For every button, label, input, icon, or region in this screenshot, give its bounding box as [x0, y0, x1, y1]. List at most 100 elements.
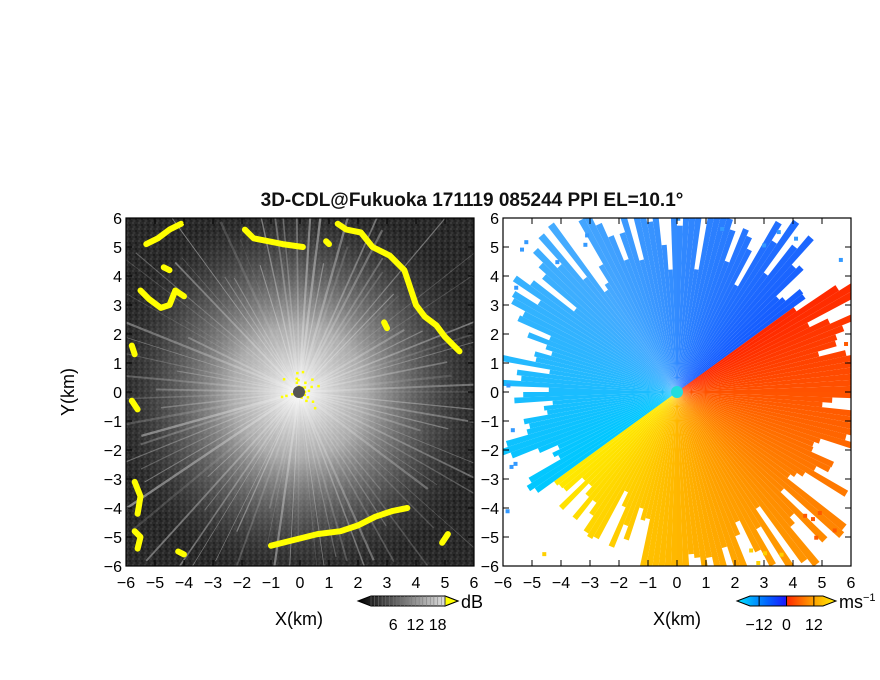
- velocity-wedge: [677, 244, 798, 392]
- velocity-wedge: [624, 392, 677, 493]
- saturated-echo: [175, 548, 187, 558]
- velocity-wedge: [598, 264, 677, 392]
- velocity-wedge: [677, 269, 699, 392]
- saturated-pixel: [295, 381, 299, 385]
- saturated-echo: [381, 319, 390, 332]
- velocity-pixel: [509, 464, 514, 469]
- velocity-wedge: [677, 392, 728, 549]
- saturated-echo: [334, 220, 463, 355]
- right-x-axis-label: X(km): [653, 609, 701, 629]
- velocity-wedge: [608, 235, 677, 392]
- velocity-wedge: [652, 392, 677, 566]
- y-tick-label: −1: [481, 414, 499, 431]
- velocity-wedge: [677, 392, 741, 566]
- velocity-wedge: [677, 392, 851, 423]
- velocity-pixel: [585, 233, 590, 238]
- right-velocity-field: [503, 218, 864, 573]
- saturated-pixel: [310, 385, 313, 389]
- velocity-wedge: [677, 248, 752, 392]
- velocity-wedge: [677, 260, 730, 392]
- velocity-wedge: [640, 218, 677, 392]
- velocity-wedge: [537, 392, 677, 454]
- velocity-wedge: [511, 298, 677, 392]
- velocity-wedge: [677, 392, 851, 436]
- velocity-wedge: [529, 392, 677, 429]
- velocity-wedge: [538, 262, 677, 392]
- velocity-pixel: [779, 552, 784, 557]
- x-tick-label: 6: [470, 575, 479, 592]
- velocity-wedge: [677, 392, 849, 497]
- velocity-wedge: [677, 284, 739, 392]
- saturated-pixel: [307, 389, 311, 393]
- x-tick-label: −1: [262, 575, 280, 592]
- velocity-wedge: [592, 392, 677, 503]
- velocity-wedge: [538, 233, 677, 392]
- velocity-wedge: [677, 218, 696, 392]
- velocity-wedge: [604, 289, 677, 392]
- velocity-wedge: [521, 375, 677, 392]
- velocity-wedge: [522, 311, 677, 392]
- velocity-wedge: [534, 351, 677, 392]
- velocity-wedge: [677, 340, 837, 392]
- saturated-pixel: [301, 370, 305, 374]
- velocity-pixel: [810, 517, 815, 522]
- x-tick-label: −4: [552, 575, 570, 592]
- saturated-pixel: [303, 390, 307, 394]
- velocity-wedge: [526, 392, 677, 492]
- velocity-wedge: [677, 264, 797, 392]
- velocity-wedge: [677, 225, 683, 392]
- velocity-wedge: [677, 392, 847, 531]
- saturated-pixel: [300, 396, 303, 399]
- velocity-wedge: [677, 392, 821, 444]
- velocity-wedge: [511, 290, 677, 392]
- velocity-wedge: [523, 392, 677, 398]
- velocity-wedge: [510, 392, 677, 459]
- velocity-pixel: [542, 552, 547, 557]
- y-tick-label: −2: [481, 443, 499, 460]
- saturated-pixel: [285, 394, 288, 398]
- velocity-pixel: [505, 509, 510, 514]
- velocity-wedge: [589, 392, 677, 516]
- x-tick-label: 5: [818, 575, 827, 592]
- x-tick-label: −2: [610, 575, 628, 592]
- saturated-pixel: [296, 371, 299, 375]
- saturated-pixel: [280, 395, 284, 399]
- velocity-pixel: [676, 218, 681, 221]
- velocity-wedge: [677, 392, 815, 447]
- velocity-pixel: [860, 278, 864, 282]
- x-tick-label: 1: [702, 575, 711, 592]
- velocity-wedge: [608, 392, 677, 548]
- x-tick-label: −1: [639, 575, 657, 592]
- velocity-wedge: [677, 392, 831, 473]
- velocity-wedge: [585, 392, 677, 497]
- velocity-wedge: [573, 307, 677, 392]
- velocity-wedge: [554, 392, 677, 486]
- velocity-wedge: [558, 392, 677, 489]
- velocity-pixel: [652, 569, 656, 573]
- right-colorbar-ticks: −12 0 12: [746, 596, 823, 634]
- y-tick-label: −2: [104, 443, 122, 460]
- saturated-echo: [268, 505, 411, 549]
- velocity-wedge: [588, 392, 677, 487]
- velocity-wedge: [534, 392, 677, 493]
- saturated-echo: [439, 531, 451, 546]
- velocity-wedge: [677, 228, 749, 392]
- velocity-pixel: [838, 257, 843, 262]
- velocity-wedge: [677, 392, 721, 566]
- velocity-wedge: [595, 222, 677, 392]
- x-tick-label: −2: [233, 575, 251, 592]
- velocity-wedge: [516, 369, 677, 392]
- x-tick-label: −3: [204, 575, 222, 592]
- y-tick-label: 2: [490, 327, 499, 344]
- velocity-pixel: [859, 256, 863, 260]
- x-tick-label: 4: [412, 575, 421, 592]
- velocity-wedge: [552, 392, 677, 458]
- velocity-wedge: [530, 280, 677, 392]
- velocity-pixel: [720, 226, 725, 231]
- y-tick-label: 2: [113, 327, 122, 344]
- velocity-wedge: [543, 392, 677, 411]
- velocity-wedge: [517, 315, 677, 392]
- velocity-pixel: [832, 528, 837, 533]
- velocity-wedge: [527, 332, 677, 392]
- velocity-wedge: [559, 392, 677, 510]
